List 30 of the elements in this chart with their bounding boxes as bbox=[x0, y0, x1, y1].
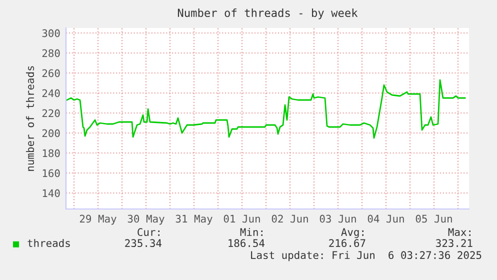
y-tick-label: 240 bbox=[42, 89, 60, 98]
chart-title: Number of threads - by week bbox=[178, 8, 358, 20]
x-tick-label: 01 Jun bbox=[224, 214, 260, 223]
x-tick-label: 31 May bbox=[176, 214, 212, 225]
text: 323.21 bbox=[436, 239, 472, 248]
x-tick-label: 04 Jun bbox=[368, 214, 404, 223]
text: Max: bbox=[448, 228, 470, 236]
y-tick-label: 160 bbox=[42, 169, 60, 178]
y-tick-label: 260 bbox=[42, 69, 60, 78]
y-tick-label: 200 bbox=[42, 129, 60, 138]
text: 216.67 bbox=[329, 239, 366, 248]
x-tick-label: 30 May bbox=[128, 214, 164, 225]
text: 235.34 bbox=[125, 239, 162, 248]
x-tick-label: 29 May bbox=[80, 214, 116, 225]
y-tick-label: 280 bbox=[42, 49, 60, 58]
text: 186.54 bbox=[228, 239, 265, 248]
text: Cur: bbox=[138, 228, 160, 236]
x-tick-label: 02 Jun bbox=[272, 214, 308, 223]
text: Min: bbox=[240, 228, 262, 236]
x-tick-label: 05 Jun bbox=[416, 214, 452, 223]
legend-label: threads bbox=[28, 238, 70, 248]
text: Last update: Fri Jun 6 03:27:36 2025 bbox=[251, 250, 482, 262]
y-tick-label: 180 bbox=[42, 149, 60, 158]
x-tick-label: 03 Jun bbox=[320, 214, 356, 223]
y-tick-label: 140 bbox=[42, 189, 60, 198]
text: Avg: bbox=[341, 228, 364, 238]
y-tick-label: 300 bbox=[42, 29, 60, 38]
line-series bbox=[66, 79, 466, 139]
y-tick-label: 220 bbox=[42, 109, 60, 118]
y-axis-title: number of threads bbox=[26, 66, 34, 171]
